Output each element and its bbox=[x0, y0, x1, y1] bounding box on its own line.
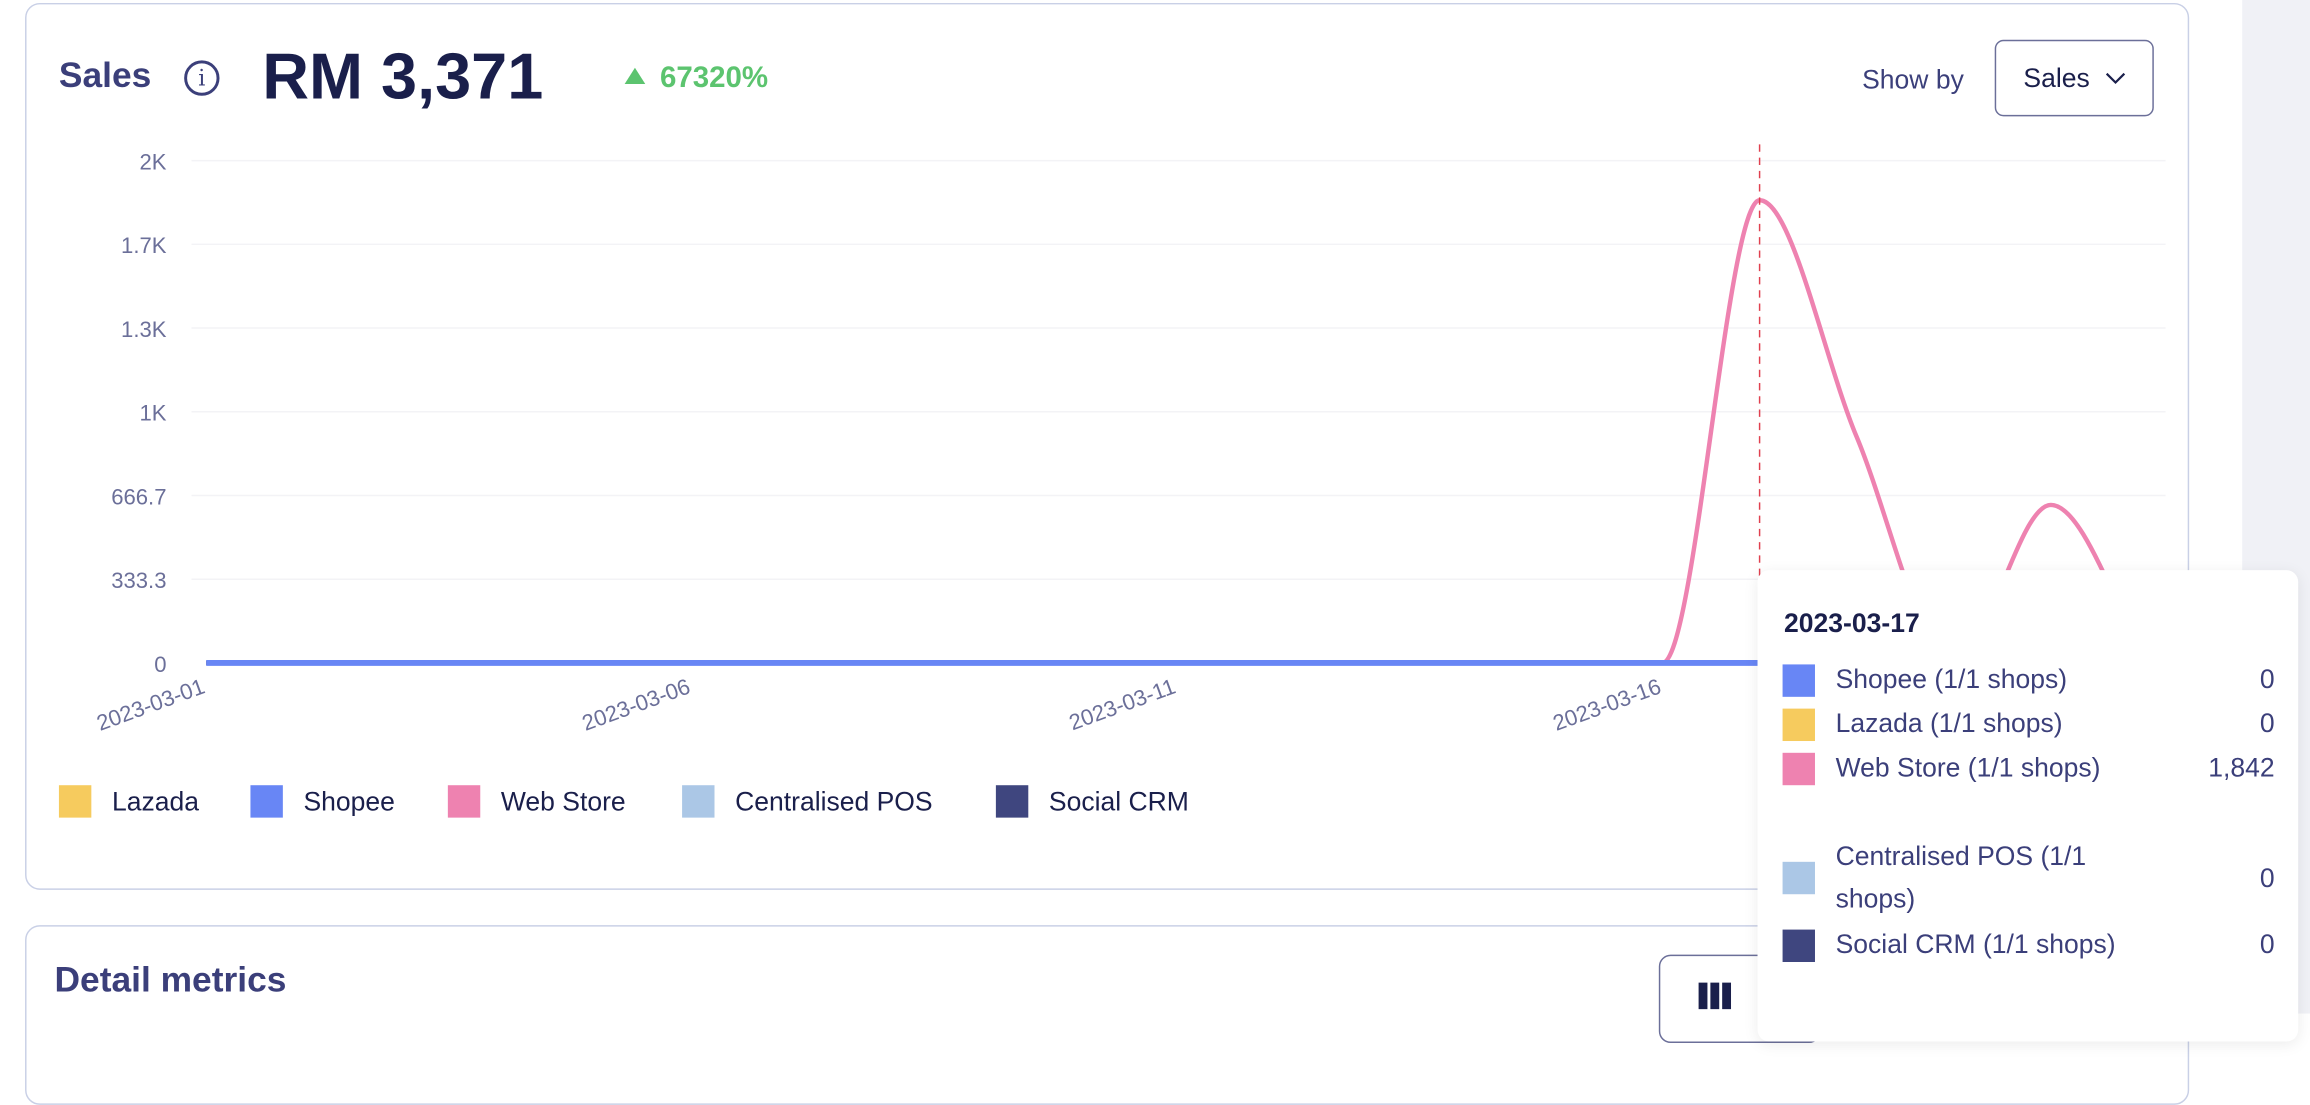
show-by-dropdown[interactable]: Sales bbox=[1994, 39, 2154, 117]
y-tick-label: 0 bbox=[154, 652, 166, 677]
legend-item[interactable]: Shopee bbox=[250, 785, 395, 818]
y-tick-label: 333.3 bbox=[111, 568, 166, 593]
change-value: 67320% bbox=[659, 61, 769, 95]
info-icon[interactable]: i bbox=[184, 60, 220, 96]
y-tick-label: 666.7 bbox=[111, 484, 166, 509]
tooltip-label: Web Store (1/1 shops) bbox=[1835, 752, 2101, 783]
legend-swatch bbox=[995, 785, 1029, 818]
y-tick-label: 2K bbox=[139, 149, 166, 174]
legend-swatch bbox=[250, 785, 283, 818]
tooltip-swatch bbox=[1782, 752, 1815, 785]
show-by-value: Sales bbox=[2023, 62, 2090, 93]
tooltip-label: Social CRM (1/1 shops) bbox=[1835, 929, 2116, 960]
tooltip-row: Centralised POS (1/1 shops) 0 bbox=[1782, 835, 2275, 920]
sales-chart: 0 333.3 666.7 1K 1.3K 1.7K 2K 2023-03-01 2023-03… bbox=[93, 144, 2166, 1014]
x-tick-label: 2023-03-01 bbox=[93, 674, 208, 736]
chevron-down-icon bbox=[2105, 72, 2125, 84]
tooltip-swatch bbox=[1782, 707, 1815, 741]
tooltip-row: Lazada (1/1 shops) 0 bbox=[1782, 703, 2275, 746]
legend-label: Shopee bbox=[303, 785, 395, 816]
tooltip-label: Shopee (1/1 shops) bbox=[1835, 664, 2068, 694]
columns-icon bbox=[1698, 982, 1732, 1010]
tooltip-row: Shopee (1/1 shops) 0 bbox=[1782, 659, 2275, 702]
tooltip-value: 0 bbox=[2259, 664, 2275, 694]
legend-item[interactable]: Centralised POS bbox=[682, 785, 933, 818]
tooltip-value: 0 bbox=[2259, 862, 2275, 893]
legend-label: Centralised POS bbox=[735, 785, 933, 816]
legend-swatch bbox=[447, 785, 481, 818]
legend-label: Lazada bbox=[111, 785, 199, 816]
change-badge: 67320% bbox=[624, 61, 769, 96]
tooltip-row: Social CRM (1/1 shops) 0 bbox=[1782, 924, 2275, 967]
x-tick-label: 2023-03-16 bbox=[1550, 674, 1665, 736]
tooltip-value: 0 bbox=[2259, 929, 2275, 960]
tooltip-row: Web Store (1/1 shops) 1,842 bbox=[1782, 747, 2275, 790]
arrow-up-icon bbox=[624, 67, 646, 84]
x-tick-label: 2023-03-06 bbox=[579, 674, 694, 736]
legend-item[interactable]: Lazada bbox=[58, 785, 199, 818]
tooltip-swatch bbox=[1782, 861, 1815, 895]
legend-swatch bbox=[58, 785, 92, 818]
legend-label: Social CRM bbox=[1048, 785, 1189, 816]
y-tick-label: 1.7K bbox=[121, 233, 167, 258]
tooltip-value: 1,842 bbox=[2208, 752, 2275, 783]
detail-metrics-title: Detail metrics bbox=[54, 960, 287, 1001]
tooltip-swatch bbox=[1782, 928, 1815, 962]
legend-swatch bbox=[682, 785, 715, 818]
legend-item[interactable]: Social CRM bbox=[995, 785, 1189, 818]
tooltip-value: 0 bbox=[2259, 708, 2275, 739]
show-by-label: Show by bbox=[1862, 64, 1964, 95]
card-title: Sales bbox=[58, 55, 152, 96]
sales-total: RM 3,371 bbox=[262, 41, 544, 114]
tooltip-date: 2023-03-17 bbox=[1784, 608, 1920, 638]
tooltip-swatch bbox=[1782, 663, 1815, 697]
chart-tooltip: 2023-03-17 Shopee (1/1 shops) 0 Lazada (1/… bbox=[1757, 570, 2299, 1042]
legend-item[interactable]: Web Store bbox=[447, 785, 626, 818]
y-tick-label: 1K bbox=[139, 401, 166, 426]
y-tick-label: 1.3K bbox=[121, 317, 167, 342]
x-tick-label: 2023-03-11 bbox=[1066, 674, 1179, 736]
legend-label: Web Store bbox=[500, 785, 626, 816]
tooltip-label: Centralised POS (1/1 shops) bbox=[1835, 841, 2087, 914]
tooltip-label: Lazada (1/1 shops) bbox=[1835, 708, 2063, 739]
